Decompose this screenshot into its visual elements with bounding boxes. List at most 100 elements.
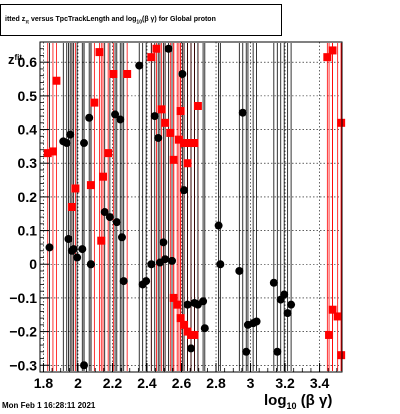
x-tick-label: 2.4	[137, 375, 157, 391]
data-point	[112, 218, 121, 227]
data-point	[154, 133, 163, 142]
data-point	[287, 300, 296, 309]
data-point	[323, 53, 332, 62]
data-point	[157, 105, 166, 114]
data-point	[164, 44, 173, 53]
data-point	[67, 203, 76, 211]
y-tick-label: 0.2	[18, 189, 38, 205]
data-point	[176, 107, 185, 116]
y-tick-label: 0	[29, 256, 37, 272]
data-point	[216, 260, 225, 269]
data-point	[69, 245, 78, 254]
plot-border	[39, 41, 343, 373]
x-tick-label: 1.8	[34, 375, 54, 391]
data-point	[178, 69, 187, 78]
y-axis-label: zfit	[8, 52, 23, 67]
data-point	[161, 255, 170, 264]
data-point	[333, 312, 342, 321]
data-point	[64, 234, 73, 243]
data-point	[86, 181, 95, 190]
data-point	[111, 110, 120, 119]
y-tick-label: 0.3	[18, 155, 38, 171]
data-point	[337, 118, 346, 127]
data-point	[235, 266, 244, 275]
data-point	[200, 324, 209, 333]
x-tick-label: 3	[247, 375, 255, 391]
data-point	[159, 238, 168, 247]
data-point	[280, 290, 289, 299]
data-point	[199, 297, 208, 306]
data-point	[80, 139, 89, 148]
x-tick-label: 2.6	[172, 375, 192, 391]
data-point	[214, 221, 223, 230]
data-point	[273, 347, 282, 356]
x-tick-label: 2.8	[206, 375, 226, 391]
data-point	[238, 108, 247, 117]
data-point	[169, 293, 178, 302]
data-point	[45, 243, 54, 252]
timestamp-footer: Mon Feb 1 16:28:11 2021	[2, 401, 96, 410]
data-point	[147, 260, 156, 269]
y-tick-label: −0.2	[9, 324, 37, 340]
data-point	[166, 128, 175, 137]
data-point	[100, 208, 109, 217]
data-point	[90, 98, 99, 107]
data-point	[328, 305, 337, 314]
data-point	[337, 351, 346, 360]
data-point	[174, 135, 183, 144]
data-point	[135, 61, 144, 70]
data-point	[119, 277, 128, 286]
data-point	[78, 245, 87, 254]
data-point	[147, 53, 156, 62]
data-point	[73, 253, 82, 262]
data-point	[85, 113, 94, 122]
data-point	[98, 172, 107, 181]
x-tick-label: 3.2	[275, 375, 295, 391]
data-point	[325, 330, 334, 339]
data-point	[190, 139, 199, 148]
x-tick-label: 2	[74, 375, 82, 391]
data-point	[48, 147, 57, 156]
data-point	[150, 112, 159, 121]
data-point	[180, 186, 189, 195]
data-point	[104, 149, 113, 158]
data-point	[242, 347, 251, 356]
y-tick-label: 0.5	[18, 88, 38, 104]
data-point	[116, 115, 125, 124]
data-point	[283, 309, 292, 318]
data-point	[142, 277, 151, 286]
data-point	[180, 139, 189, 148]
data-point	[66, 130, 75, 139]
x-tick-label: 2.2	[103, 375, 123, 391]
data-point	[97, 236, 106, 245]
data-point	[117, 233, 126, 242]
chart-title: itted zπ versus TpcTrackLength and log10…	[0, 4, 282, 36]
y-tick-label: 0.1	[18, 223, 38, 239]
x-axis-label: log10 (β γ)	[264, 392, 333, 411]
data-point	[105, 213, 114, 222]
data-point	[161, 118, 170, 127]
data-point	[123, 69, 132, 78]
data-point	[180, 320, 189, 329]
data-point	[252, 317, 261, 326]
data-point	[269, 278, 278, 287]
y-tick-label: −0.1	[9, 290, 37, 306]
data-point	[86, 260, 95, 269]
data-point	[168, 256, 177, 265]
data-point	[95, 48, 104, 57]
data-point	[190, 330, 199, 339]
data-point	[62, 139, 71, 148]
data-point	[43, 149, 52, 158]
data-point	[187, 344, 195, 353]
x-tick-label: 3.4	[310, 375, 330, 391]
data-point	[169, 155, 178, 164]
data-point	[183, 159, 192, 168]
data-point	[52, 76, 61, 85]
data-point	[109, 69, 118, 78]
data-point	[173, 300, 182, 309]
y-tick-label: −0.3	[9, 357, 37, 373]
data-point	[71, 184, 80, 193]
data-point	[176, 314, 185, 323]
y-tick-label: 0.6	[18, 54, 38, 70]
